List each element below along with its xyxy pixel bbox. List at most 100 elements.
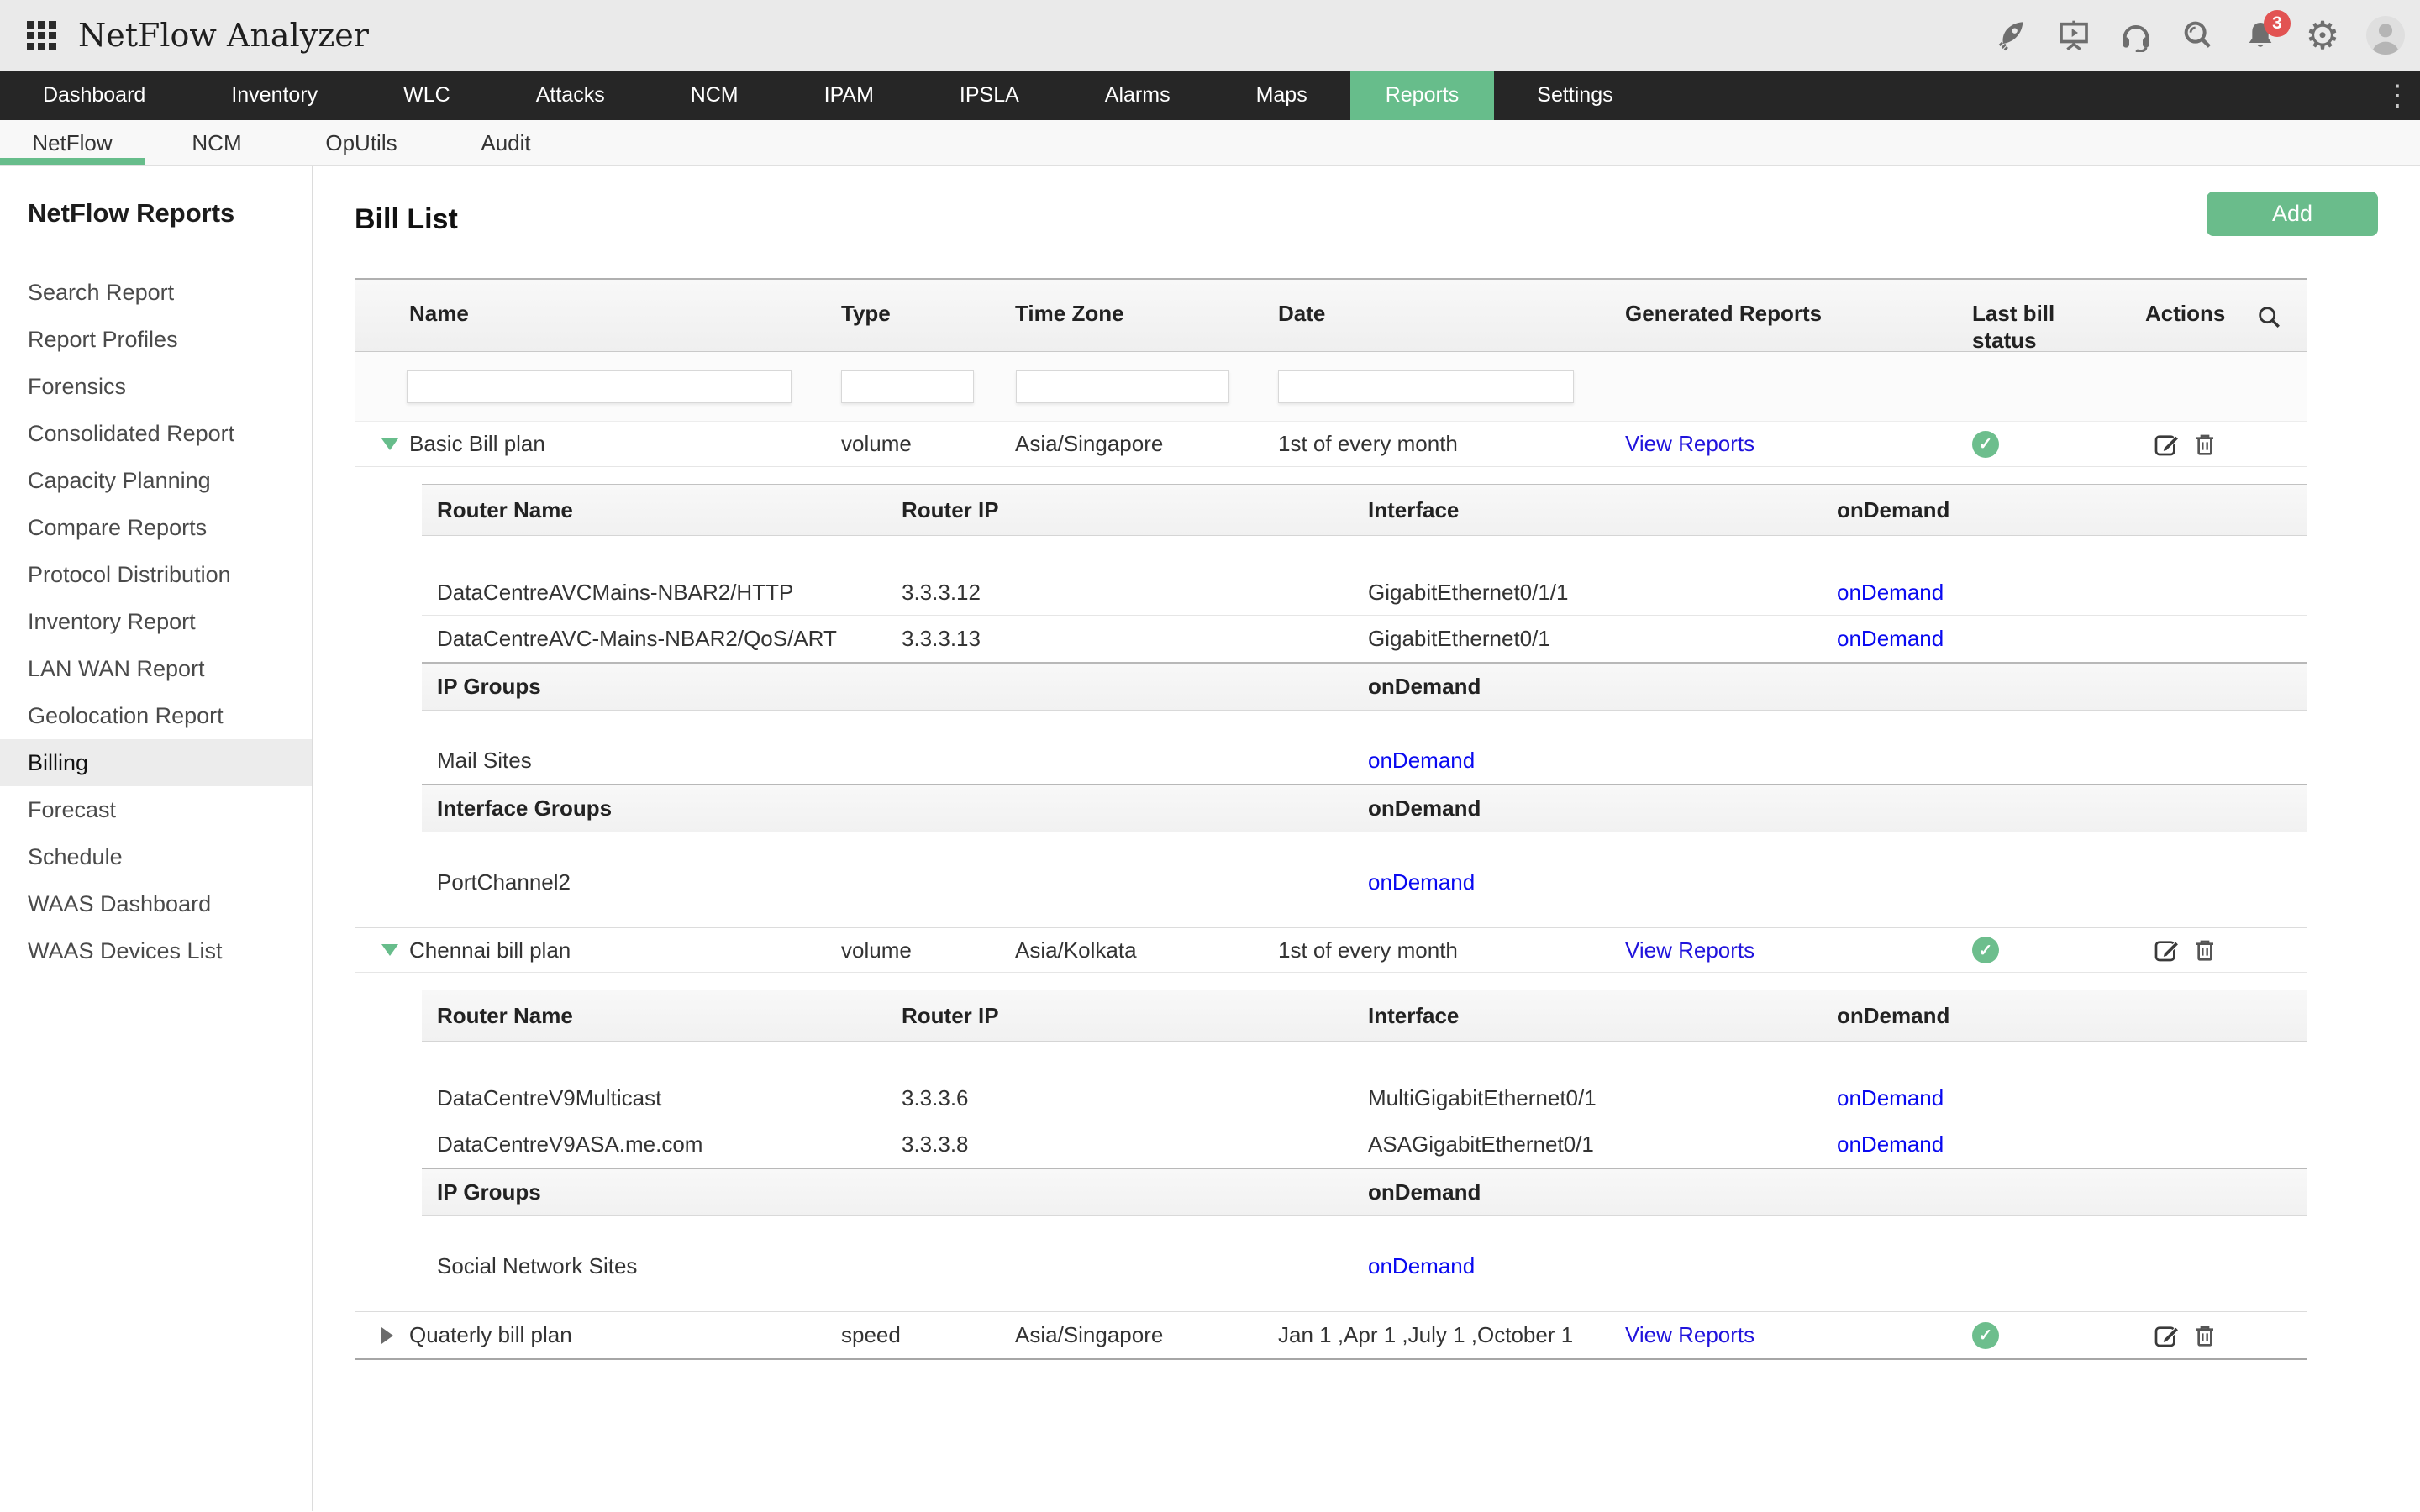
- section-header-interface-groups: Interface Groups onDemand: [422, 784, 2307, 832]
- edit-icon[interactable]: [2153, 1322, 2180, 1349]
- bill-type: speed: [841, 1322, 901, 1347]
- delete-trash-icon[interactable]: [2191, 1322, 2218, 1349]
- router-ip: 3.3.3.8: [902, 1131, 969, 1157]
- nav-item-attacks[interactable]: Attacks: [535, 83, 605, 107]
- bill-name: Basic Bill plan: [409, 431, 545, 456]
- nav-item-ipam[interactable]: IPAM: [823, 83, 874, 107]
- delete-trash-icon[interactable]: [2191, 431, 2218, 458]
- nav-item-reports[interactable]: Reports: [1349, 71, 1495, 120]
- sidebar-item-schedule[interactable]: Schedule: [28, 844, 123, 869]
- bill-date: 1st of every month: [1278, 937, 1458, 963]
- nested-header-row: Router Name Router IP Interface onDemand: [422, 484, 2307, 536]
- tab-oputils[interactable]: OpUtils: [325, 129, 397, 155]
- settings-gear-icon[interactable]: ⚙: [2305, 13, 2340, 57]
- ondemand-link[interactable]: onDemand: [1368, 1253, 1476, 1278]
- sidebar-item-search-report[interactable]: Search Report: [28, 280, 175, 305]
- bill-date: 1st of every month: [1278, 431, 1458, 456]
- collapse-toggle-icon[interactable]: [381, 944, 398, 956]
- ondemand-link[interactable]: onDemand: [1837, 579, 1944, 605]
- nested-col-router-name: Router Name: [437, 496, 573, 522]
- nested-col-interface: Interface: [1368, 496, 1460, 522]
- nav-item-inventory[interactable]: Inventory: [231, 83, 318, 107]
- global-search-icon[interactable]: [2180, 17, 2217, 54]
- sidebar-item-report-profiles[interactable]: Report Profiles: [28, 327, 178, 352]
- router-interface: GigabitEthernet0/1: [1368, 626, 1550, 651]
- ondemand-link[interactable]: onDemand: [1837, 1084, 1944, 1110]
- sidebar-item-billing[interactable]: Billing: [0, 739, 312, 786]
- bill-date: Jan 1 ,Apr 1 ,July 1 ,October 1: [1278, 1322, 1574, 1347]
- sidebar-item-forensics[interactable]: Forensics: [28, 374, 127, 399]
- table-search-icon[interactable]: [2255, 303, 2284, 332]
- notifications-bell-icon[interactable]: 3: [2242, 10, 2291, 54]
- view-reports-link[interactable]: View Reports: [1625, 431, 1755, 456]
- sidebar-title: NetFlow Reports: [28, 198, 235, 228]
- tab-netflow[interactable]: NetFlow: [0, 120, 145, 165]
- bill-row-basic[interactable]: Basic Bill plan volume Asia/Singapore 1s…: [355, 422, 2307, 467]
- sidebar-item-forecast[interactable]: Forecast: [28, 797, 117, 822]
- topbar: NetFlow Analyzer 3 ⚙: [0, 0, 2420, 71]
- nav-item-ncm[interactable]: NCM: [690, 83, 739, 107]
- sidebar-item-waas-devices-list[interactable]: WAAS Devices List: [28, 938, 223, 963]
- bill-type: volume: [841, 937, 912, 963]
- edit-icon[interactable]: [2153, 937, 2180, 963]
- group-row: Social Network Sites onDemand: [422, 1243, 2307, 1289]
- support-headset-icon[interactable]: [2118, 17, 2154, 54]
- sidebar-item-protocol-distribution[interactable]: Protocol Distribution: [28, 562, 231, 587]
- tab-ncm[interactable]: NCM: [192, 129, 242, 155]
- nav-item-wlc[interactable]: WLC: [403, 83, 450, 107]
- tab-audit[interactable]: Audit: [481, 129, 531, 155]
- bill-timezone: Asia/Kolkata: [1015, 937, 1137, 963]
- last-bill-status-success-icon: ✓: [1972, 937, 1999, 963]
- nav-item-alarms[interactable]: Alarms: [1104, 83, 1171, 107]
- nav-item-dashboard[interactable]: Dashboard: [43, 83, 146, 107]
- col-header-generated-reports: Generated Reports: [1625, 301, 1823, 326]
- group-row: Mail Sites onDemand: [422, 738, 2307, 784]
- bill-timezone: Asia/Singapore: [1015, 431, 1164, 456]
- sidebar-item-geolocation-report[interactable]: Geolocation Report: [28, 703, 224, 728]
- demo-presentation-icon[interactable]: [2055, 17, 2092, 54]
- bill-type: volume: [841, 431, 912, 456]
- router-row: DataCentreV9Multicast 3.3.3.6 MultiGigab…: [422, 1075, 2307, 1121]
- section-header-ip-groups: IP Groups onDemand: [422, 1168, 2307, 1216]
- col-header-type: Type: [841, 301, 891, 326]
- nested-col-interface: Interface: [1368, 1002, 1460, 1028]
- collapse-toggle-icon[interactable]: [381, 438, 398, 450]
- nested-col-ondemand: onDemand: [1837, 1002, 1950, 1028]
- getting-started-rocket-icon[interactable]: [1993, 17, 2030, 54]
- filter-timezone-input[interactable]: [1016, 370, 1229, 403]
- nav-item-maps[interactable]: Maps: [1255, 83, 1307, 107]
- bill-row-chennai[interactable]: Chennai bill plan volume Asia/Kolkata 1s…: [355, 927, 2307, 973]
- ondemand-link[interactable]: onDemand: [1837, 1131, 1944, 1157]
- delete-trash-icon[interactable]: [2191, 937, 2218, 963]
- edit-icon[interactable]: [2153, 431, 2180, 458]
- view-reports-link[interactable]: View Reports: [1625, 1322, 1755, 1347]
- view-reports-link[interactable]: View Reports: [1625, 937, 1755, 963]
- group-name: Mail Sites: [437, 748, 532, 773]
- sidebar-item-lan-wan-report[interactable]: LAN WAN Report: [28, 656, 205, 681]
- filter-type-input[interactable]: [841, 370, 974, 403]
- expand-toggle-icon[interactable]: [381, 1326, 393, 1344]
- sidebar-item-inventory-report[interactable]: Inventory Report: [28, 609, 196, 634]
- ondemand-link[interactable]: onDemand: [1368, 869, 1476, 895]
- user-avatar[interactable]: [2366, 16, 2405, 55]
- last-bill-status-success-icon: ✓: [1972, 1321, 1999, 1349]
- router-name: DataCentreAVC-Mains-NBAR2/QoS/ART: [437, 626, 837, 651]
- main-content: Bill List Add Name Type Time Zone Date G…: [313, 166, 2420, 1511]
- sidebar-item-compare-reports[interactable]: Compare Reports: [28, 515, 208, 540]
- col-header-actions: Actions: [2145, 301, 2226, 326]
- filter-name-input[interactable]: [407, 370, 792, 403]
- nested-col-ondemand: onDemand: [1837, 496, 1950, 522]
- nav-item-ipsla[interactable]: IPSLA: [959, 83, 1019, 107]
- filter-date-input[interactable]: [1278, 370, 1574, 403]
- nav-item-settings[interactable]: Settings: [1537, 83, 1613, 107]
- sidebar-item-waas-dashboard[interactable]: WAAS Dashboard: [28, 891, 212, 916]
- ondemand-link[interactable]: onDemand: [1368, 748, 1476, 773]
- ondemand-link[interactable]: onDemand: [1837, 626, 1944, 651]
- sidebar-item-consolidated-report[interactable]: Consolidated Report: [28, 421, 235, 446]
- col-header-last-bill-status: Last bill status: [1972, 301, 2055, 353]
- apps-grid-icon[interactable]: [27, 20, 56, 50]
- bill-row-quaterly[interactable]: Quaterly bill plan speed Asia/Singapore …: [355, 1311, 2307, 1360]
- nav-overflow-kebab-icon[interactable]: ⋮: [2383, 79, 2412, 112]
- sidebar-item-capacity-planning[interactable]: Capacity Planning: [28, 468, 211, 493]
- add-button[interactable]: Add: [2207, 192, 2378, 236]
